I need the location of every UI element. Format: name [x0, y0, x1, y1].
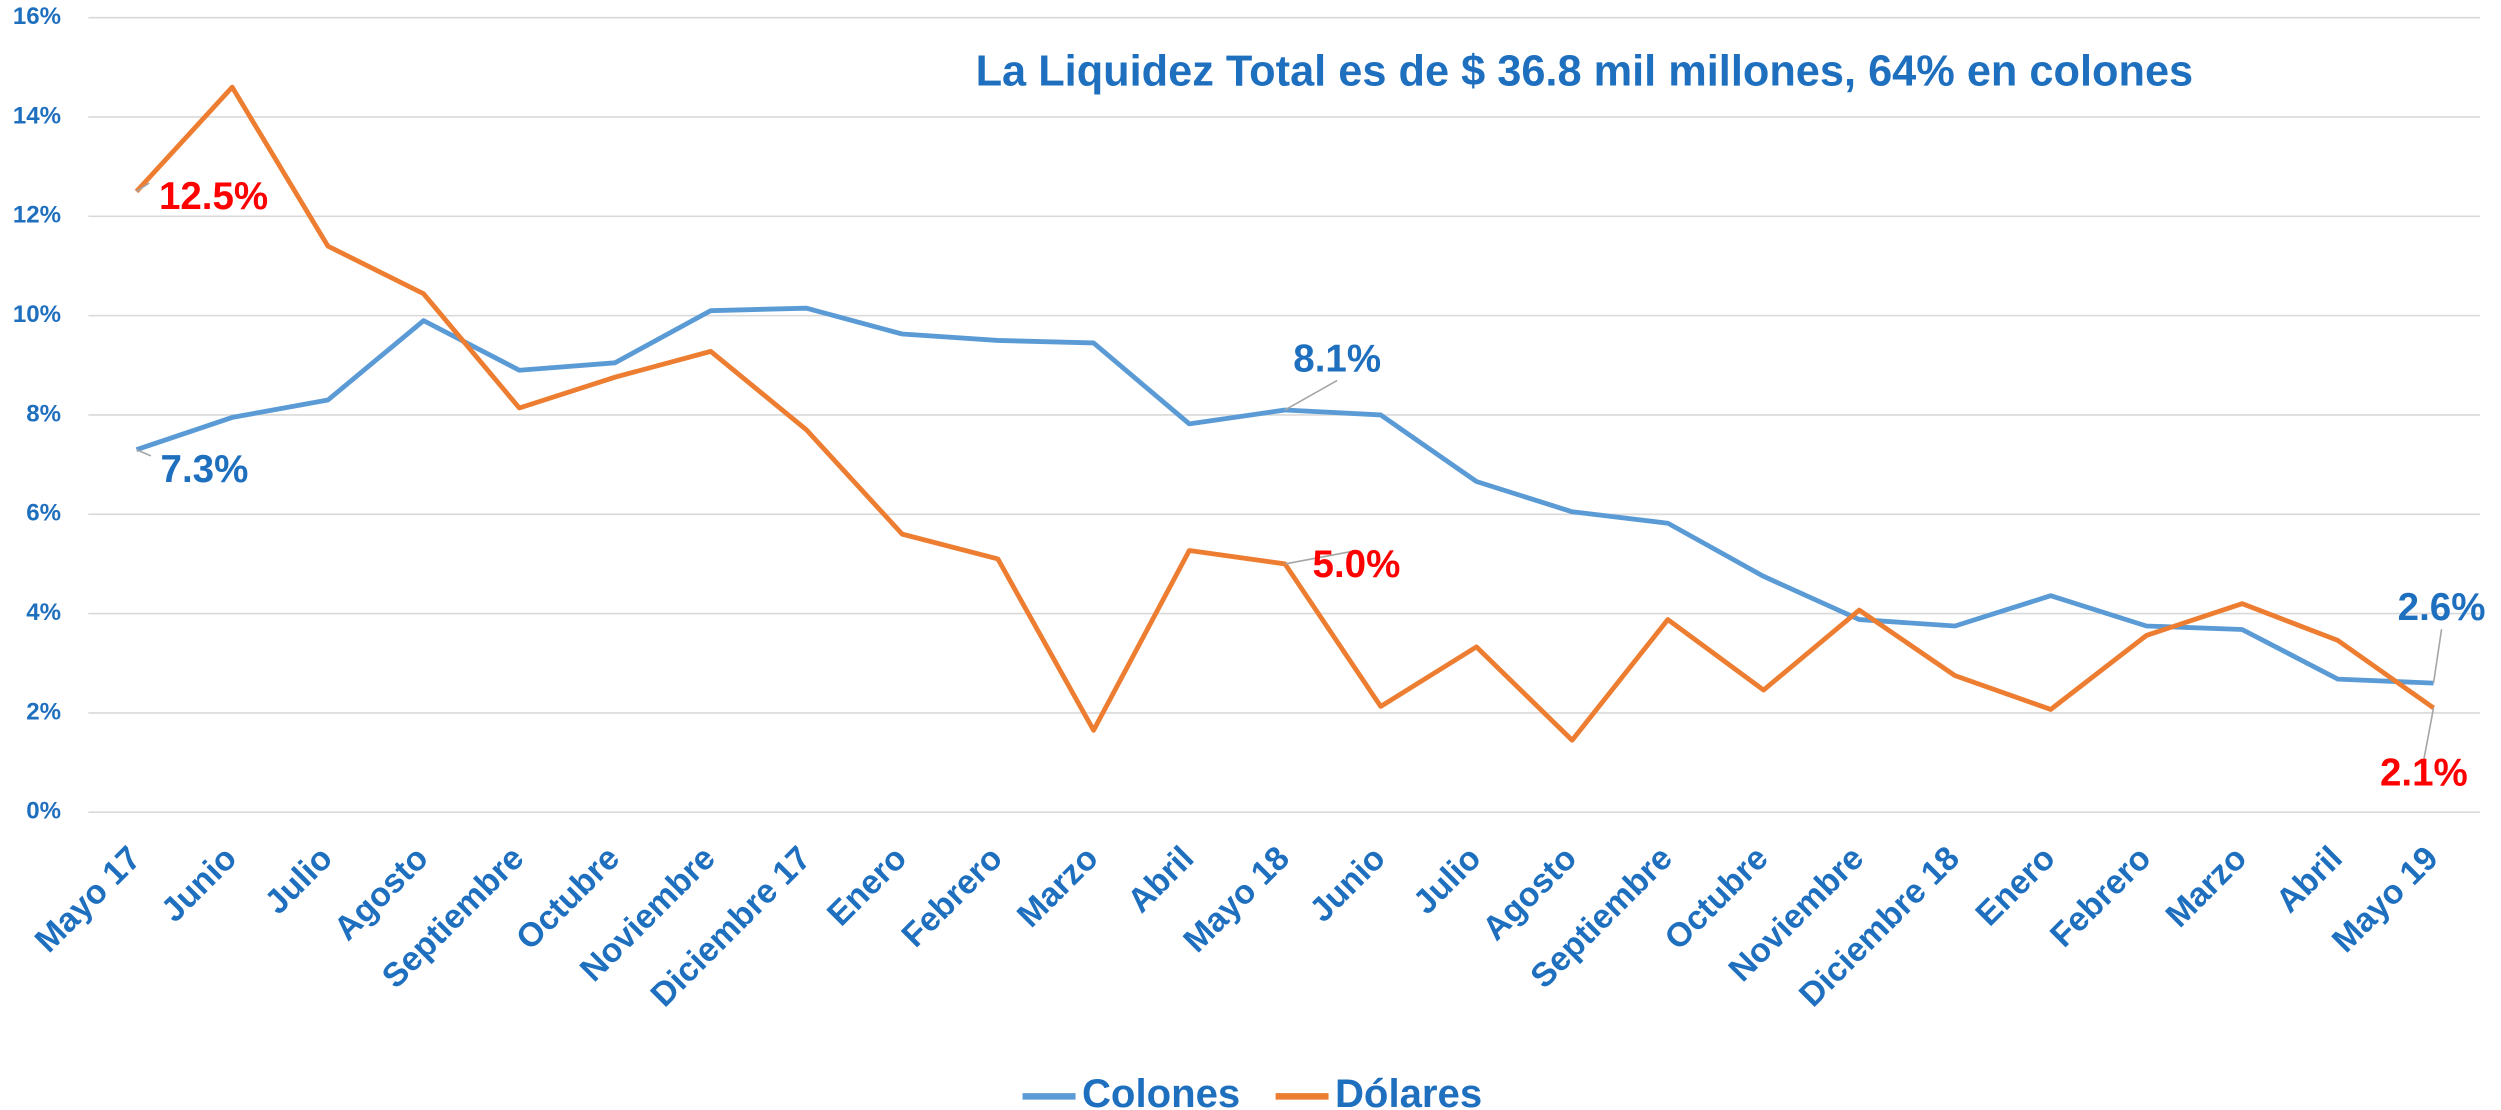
x-tick-label: Marzo [1010, 839, 1106, 935]
x-tick-label: Junio [1302, 839, 1392, 929]
x-tick-label: Julio [257, 839, 339, 921]
x-tick-label: Febrero [2043, 839, 2159, 955]
y-tick-label: 6% [26, 500, 61, 527]
x-tick-label: Febrero [894, 839, 1010, 955]
chart-title: La Liquidez Total es de $ 36.8 mil millo… [976, 47, 2194, 95]
leader-line [136, 182, 150, 193]
leader-line [2432, 629, 2443, 684]
data-label: 7.3% [161, 448, 249, 491]
y-tick-label: 14% [13, 102, 61, 129]
x-tick-label: Julio [1406, 839, 1488, 921]
leader-line [1284, 549, 1357, 565]
data-label: 8.1% [1293, 337, 1381, 380]
data-label: 5.0% [1313, 543, 1401, 586]
data-label: 2.1% [2380, 751, 2468, 794]
leader-line [136, 448, 152, 457]
x-tick-label: Junio [154, 839, 244, 929]
x-tick-label: Abril [1120, 839, 1201, 920]
y-tick-label: 0% [26, 798, 61, 825]
data-label: 12.5% [159, 175, 268, 218]
y-tick-label: 16% [13, 3, 61, 30]
x-tick-label: Marzo [2158, 839, 2254, 935]
x-tick-label: Abril [2269, 839, 2350, 920]
leader-line [2423, 707, 2435, 760]
series-line [134, 84, 2435, 743]
y-tick-label: 10% [13, 301, 61, 328]
leader-line [1284, 379, 1338, 411]
x-tick-label: Mayo 17 [28, 839, 149, 960]
x-tick-label: Enero [1968, 839, 2062, 933]
y-tick-label: 2% [26, 698, 61, 725]
x-tick-label: Enero [820, 839, 914, 933]
x-tick-label: Mayo 19 [2325, 839, 2446, 960]
data-label: 2.6% [2398, 586, 2486, 629]
legend-label: Colones [1082, 1071, 1240, 1110]
y-tick-label: 4% [26, 599, 61, 626]
x-tick-label: Mayo 18 [1176, 839, 1297, 960]
y-tick-label: 12% [13, 202, 61, 229]
y-tick-label: 8% [26, 400, 61, 427]
legend-label: Dólares [1335, 1071, 1482, 1110]
